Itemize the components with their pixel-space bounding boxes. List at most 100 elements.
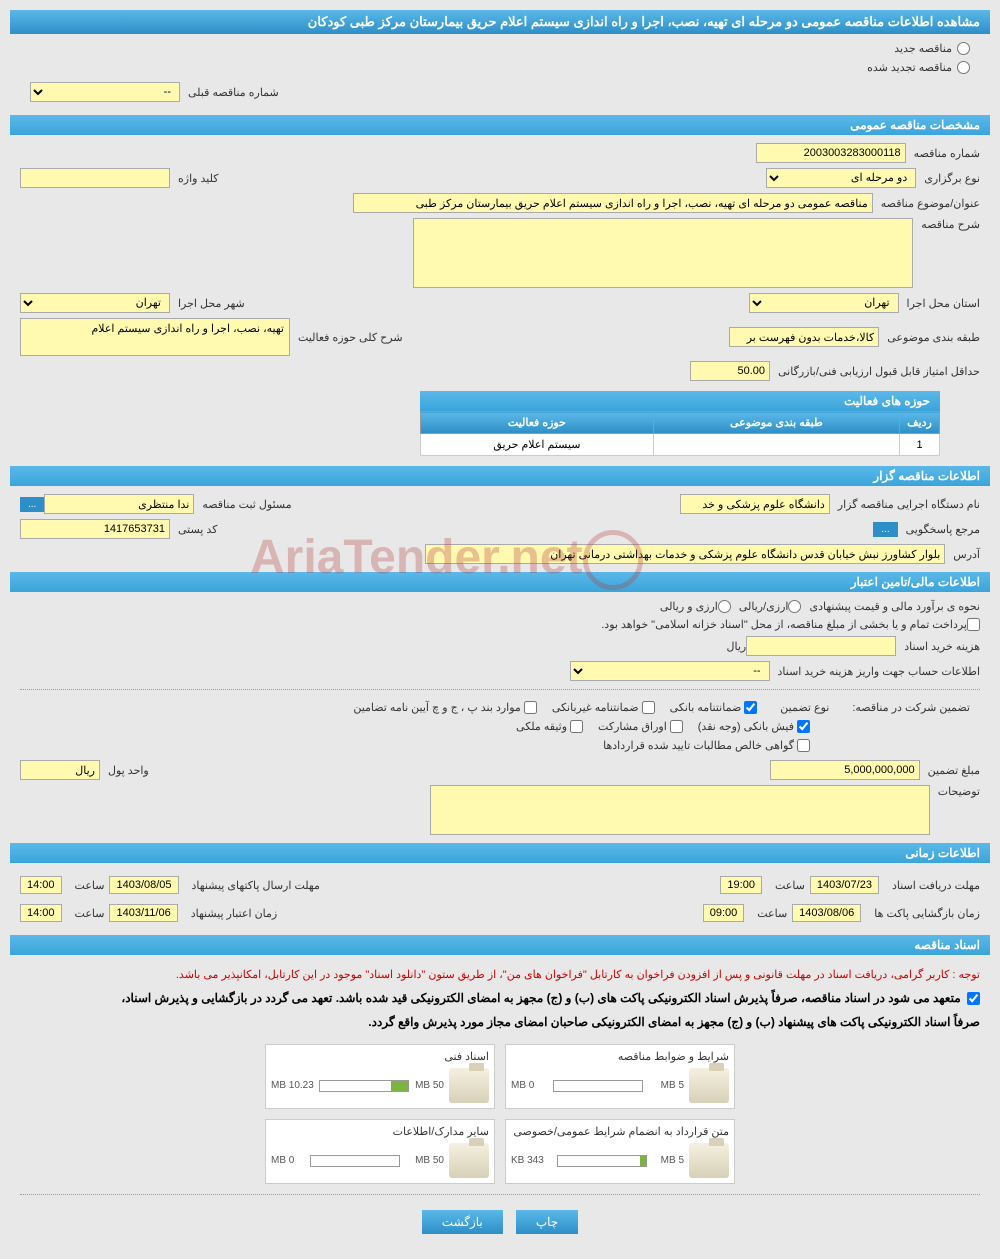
validity-label: زمان اعتبار پیشنهاد <box>191 907 278 920</box>
currency-rial-radio[interactable] <box>718 600 731 613</box>
general-section-header: مشخصات مناقصه عمومی <box>10 115 990 135</box>
type-select[interactable]: دو مرحله ای <box>766 168 916 188</box>
doc-used: 10.23 MB <box>271 1080 314 1091</box>
desc-textarea[interactable] <box>413 218 913 288</box>
bottom-divider <box>20 1194 980 1195</box>
validity-time: 14:00 <box>20 904 62 922</box>
docs-container-2: متن قرارداد به انضمام شرایط عمومی/خصوصی … <box>10 1119 990 1184</box>
guarantee-amount-input[interactable] <box>770 760 920 780</box>
doc-box-4[interactable]: سایر مدارک/اطلاعات 50 MB 0 MB <box>265 1119 495 1184</box>
doc-used: 0 MB <box>511 1080 534 1091</box>
guarantee-label: تضمین شرکت در مناقصه: <box>852 701 970 714</box>
row-category <box>653 434 899 456</box>
org-form: نام دستگاه اجرایی مناقصه گزار مسئول ثبت … <box>10 494 990 564</box>
validity-date: 1403/11/06 <box>109 904 177 922</box>
receive-date: 1403/07/23 <box>810 876 879 894</box>
guarantee-bank-checkbox[interactable] <box>744 701 757 714</box>
guarantee-amount-label: مبلغ تضمین <box>928 764 980 777</box>
doc-box-3[interactable]: متن قرارداد به انضمام شرایط عمومی/خصوصی … <box>505 1119 735 1184</box>
renewed-tender-label: مناقصه تجدید شده <box>867 61 952 74</box>
city-label: شهر محل اجرا <box>178 297 245 310</box>
folder-icon <box>689 1068 729 1103</box>
activity-scope-box[interactable]: تهیه، نصب، اجرا و راه اندازی سیستم اعلام <box>20 318 290 356</box>
doc-used: 0 MB <box>271 1155 294 1166</box>
prev-tender-select[interactable]: -- <box>30 82 180 102</box>
doc-box-1[interactable]: شرایط و ضوابط مناقصه 5 MB 0 MB <box>505 1044 735 1109</box>
tender-no-label: شماره مناقصه <box>914 147 980 160</box>
docs-container: شرایط و ضوابط مناقصه 5 MB 0 MB اسناد فنی… <box>10 1044 990 1109</box>
new-tender-radio[interactable] <box>957 42 970 55</box>
payment-note: پرداخت تمام و یا بخشی از مبلغ مناقصه، از… <box>601 618 967 631</box>
table-row: 1 سیستم اعلام حریق <box>421 434 940 456</box>
activity-table: ردیف طبقه بندی موضوعی حوزه فعالیت 1 سیست… <box>420 411 940 456</box>
account-select[interactable]: -- <box>570 661 770 681</box>
tender-no-input[interactable] <box>756 143 906 163</box>
doc-used: 343 KB <box>511 1155 544 1166</box>
back-button[interactable]: بازگشت <box>422 1210 503 1234</box>
guarantee-cash-label: فیش بانکی (وجه نقد) <box>698 720 794 733</box>
keyword-input[interactable] <box>20 168 170 188</box>
general-form: شماره مناقصه نوع برگزاری دو مرحله ای کلی… <box>10 143 990 381</box>
page-header: مشاهده اطلاعات مناقصه عمومی دو مرحله ای … <box>10 10 990 34</box>
guarantee-cases-checkbox[interactable] <box>524 701 537 714</box>
guarantee-type-label: نوع تضمین <box>780 701 829 714</box>
currency-forex-radio[interactable] <box>788 600 801 613</box>
receive-label: مهلت دریافت اسناد <box>892 879 980 892</box>
org-name-input[interactable] <box>680 494 830 514</box>
min-score-input[interactable] <box>690 361 770 381</box>
postal-label: کد پستی <box>178 523 217 536</box>
doc-max: 50 MB <box>415 1080 444 1091</box>
folder-icon <box>449 1143 489 1178</box>
doc-fee-input[interactable] <box>746 636 896 656</box>
guarantee-certificate-checkbox[interactable] <box>797 739 810 752</box>
currency-unit-input[interactable] <box>20 760 100 780</box>
notice-black-1: متعهد می شود در اسناد مناقصه، صرفاً پذیر… <box>10 986 990 1010</box>
doc-title: اسناد فنی <box>271 1050 489 1063</box>
open-time: 09:00 <box>703 904 745 922</box>
guarantee-property-checkbox[interactable] <box>570 720 583 733</box>
address-label: آدرس <box>953 548 980 561</box>
postal-input[interactable] <box>20 519 170 539</box>
type-label: نوع برگزاری <box>924 172 980 185</box>
guarantee-property-label: وثیقه ملکی <box>516 720 567 733</box>
doc-fee-label: هزینه خرید اسناد <box>904 640 980 653</box>
province-select[interactable]: تهران <box>749 293 899 313</box>
city-select[interactable]: تهران <box>20 293 170 313</box>
send-label: مهلت ارسال پاکتهای پیشنهاد <box>192 879 320 892</box>
send-date: 1403/08/05 <box>109 876 178 894</box>
guarantee-certificate-label: گواهی خالص مطالبات تایید شده قراردادها <box>603 739 794 752</box>
notes-textarea[interactable] <box>430 785 930 835</box>
commitment-checkbox[interactable] <box>967 992 980 1005</box>
guarantee-cash-checkbox[interactable] <box>797 720 810 733</box>
subject-input[interactable] <box>353 193 873 213</box>
guarantee-bank-label: ضمانتنامه بانکی <box>670 701 742 714</box>
notice-black-2: صرفاً اسناد الکترونیکی پاکت های پیشنهاد … <box>10 1010 990 1034</box>
doc-box-2[interactable]: اسناد فنی 50 MB 10.23 MB <box>265 1044 495 1109</box>
category-input[interactable] <box>729 327 879 347</box>
renewed-tender-radio[interactable] <box>957 61 970 74</box>
new-tender-label: مناقصه جدید <box>894 42 952 55</box>
print-button[interactable]: چاپ <box>516 1210 578 1234</box>
reply-browse-button[interactable]: ... <box>873 522 897 537</box>
open-label: زمان بازگشایی پاکت ها <box>874 907 980 920</box>
time-section-header: اطلاعات زمانی <box>10 843 990 863</box>
financial-form: نحوه ی برآورد مالی و قیمت پیشنهادی ارزی/… <box>10 600 990 835</box>
guarantee-bonds-checkbox[interactable] <box>670 720 683 733</box>
responsible-label: مسئول ثبت مناقصه <box>202 498 291 511</box>
doc-fee-unit: ریال <box>726 640 746 653</box>
hour-label-2: ساعت <box>75 879 105 892</box>
open-date: 1403/08/06 <box>792 904 861 922</box>
col-category: طبقه بندی موضوعی <box>653 412 899 434</box>
notice-red: توجه : کاربر گرامی، دریافت اسناد در مهلت… <box>10 963 990 986</box>
bottom-buttons: چاپ بازگشت <box>10 1210 990 1249</box>
guarantee-nonbank-checkbox[interactable] <box>642 701 655 714</box>
min-score-label: حداقل امتیاز قابل قبول ارزیابی فنی/بازرگ… <box>778 365 980 378</box>
payment-checkbox[interactable] <box>967 618 980 631</box>
responsible-input[interactable] <box>44 494 194 514</box>
province-label: استان محل اجرا <box>907 297 980 310</box>
address-input[interactable] <box>425 544 945 564</box>
doc-max: 5 MB <box>661 1155 684 1166</box>
responsible-browse-button[interactable]: ... <box>20 497 44 512</box>
activity-table-header: حوزه های فعالیت <box>420 391 940 411</box>
org-name-label: نام دستگاه اجرایی مناقصه گزار <box>838 498 980 511</box>
